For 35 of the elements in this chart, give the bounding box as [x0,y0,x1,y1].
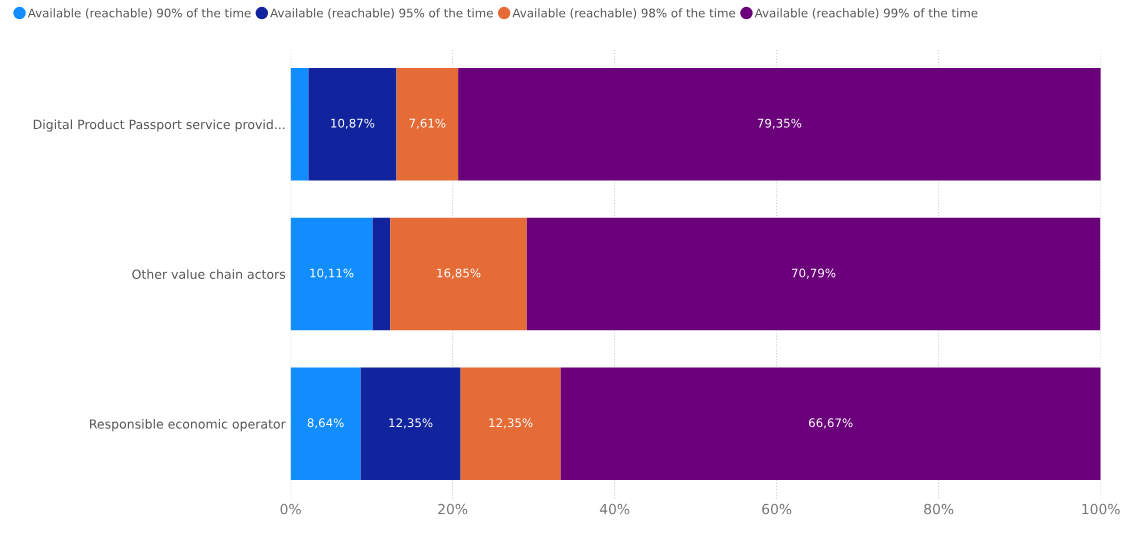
data-label: 10,87% [331,118,375,129]
legend-label: Available (reachable) 95% of the time [270,8,493,19]
y-tick-label: Digital Product Passport service provid... [33,119,285,132]
legend-label: Available (reachable) 98% of the time [512,8,736,19]
bar [460,367,561,480]
x-tick-label: 80% [924,503,954,515]
bar [390,217,527,331]
bar [560,367,1101,480]
data-label: 10,11% [310,268,354,279]
x-tick-label: 40% [599,503,630,515]
bar [290,367,361,480]
legend-label: Available (reachable) 99% of the time [754,8,978,19]
bar [458,68,1101,181]
y-tick-label: Responsible economic operator [90,419,286,432]
x-tick-label: 0% [280,503,301,515]
data-label: 70,79% [792,268,836,279]
bar [308,68,397,181]
y-tick-label: Other value chain actors [132,269,286,279]
data-label: 16,85% [437,268,481,279]
bar [526,217,1101,331]
legend-label: Available (reachable) 90% of the time [27,8,251,19]
data-label: 12,35% [489,418,533,429]
data-label: 7,61% [409,118,446,129]
x-tick-label: 60% [762,503,792,515]
data-label: 79,35% [757,118,802,129]
x-tick-label: 20% [438,503,468,515]
bar [396,68,459,181]
bar [372,217,391,331]
data-label: 66,67% [809,418,853,429]
bar [290,217,373,331]
bar [360,367,461,480]
x-tick-label: 100% [1082,503,1120,515]
data-label: 8,64% [307,418,344,429]
bar [290,68,309,181]
data-label: 12,35% [389,418,433,429]
